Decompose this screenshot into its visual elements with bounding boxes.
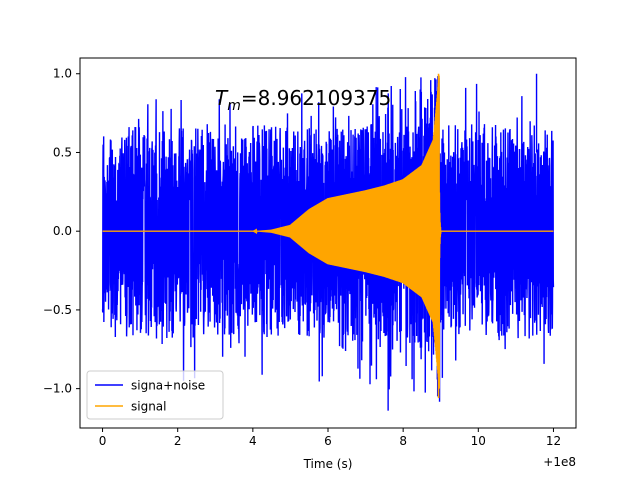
annotation-subscript: m xyxy=(227,98,241,114)
x-offset-label: +1e8 xyxy=(543,455,576,469)
ticks-layer: 0 2 4 6 8 10 12 −1.0 −0.5 0.0 0.5 1.0 xyxy=(43,67,561,448)
y-tick-label: −0.5 xyxy=(43,303,72,317)
y-tick-label: −1.0 xyxy=(43,382,72,396)
annotation-value: =8.962109375 xyxy=(241,86,391,110)
legend-label-signal-noise: signa+noise xyxy=(131,379,205,393)
x-tick-label: 0 xyxy=(99,434,107,448)
y-tick-label: 0.0 xyxy=(53,224,72,238)
x-tick-label: 4 xyxy=(249,434,257,448)
annotation-tm: Tm=8.962109375 xyxy=(215,86,391,114)
series-signal-noise-line xyxy=(101,76,555,402)
x-axis-label: Time (s) xyxy=(303,457,353,471)
y-tick-label: 0.5 xyxy=(53,145,72,159)
x-tick-label: 12 xyxy=(546,434,561,448)
series-signal-line xyxy=(102,75,554,389)
plot-layer xyxy=(101,73,555,411)
legend: signa+noise signal xyxy=(86,370,224,420)
y-tick-label: 1.0 xyxy=(53,67,72,81)
x-tick-label: 8 xyxy=(399,434,407,448)
x-tick-label: 2 xyxy=(174,434,182,448)
legend-label-signal: signal xyxy=(131,400,167,414)
legend-box xyxy=(86,370,224,420)
x-tick-label: 6 xyxy=(324,434,332,448)
x-tick-label: 10 xyxy=(471,434,486,448)
annotation-italic: T xyxy=(215,86,229,110)
